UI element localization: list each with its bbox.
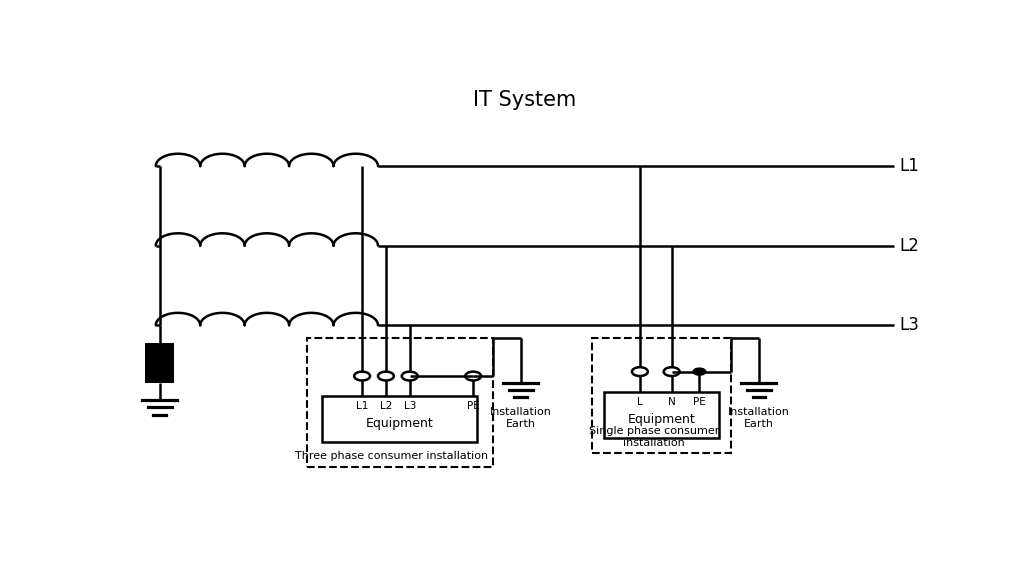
Text: L1: L1 (356, 401, 369, 411)
Text: L2: L2 (380, 401, 392, 411)
Text: L3: L3 (403, 401, 416, 411)
Text: PE: PE (467, 401, 479, 411)
Text: L: L (637, 397, 643, 407)
Text: IT System: IT System (473, 90, 577, 110)
Text: Equipment: Equipment (628, 413, 695, 426)
Text: Installation
Earth: Installation Earth (489, 407, 552, 429)
Text: PE: PE (693, 397, 706, 407)
Text: Three phase consumer installation: Three phase consumer installation (295, 451, 488, 461)
Bar (306, 339, 494, 467)
Text: Installation
Earth: Installation Earth (728, 407, 790, 429)
Text: N: N (668, 397, 676, 407)
Bar (323, 396, 477, 443)
Text: Single phase consumer
installation: Single phase consumer installation (589, 426, 719, 448)
Bar (592, 339, 731, 453)
Bar (604, 391, 719, 438)
Text: L1: L1 (899, 157, 920, 175)
Text: Equipment: Equipment (366, 417, 434, 430)
Text: L2: L2 (899, 236, 920, 255)
Bar (145, 343, 174, 383)
Text: L3: L3 (899, 316, 920, 334)
Circle shape (693, 368, 706, 375)
